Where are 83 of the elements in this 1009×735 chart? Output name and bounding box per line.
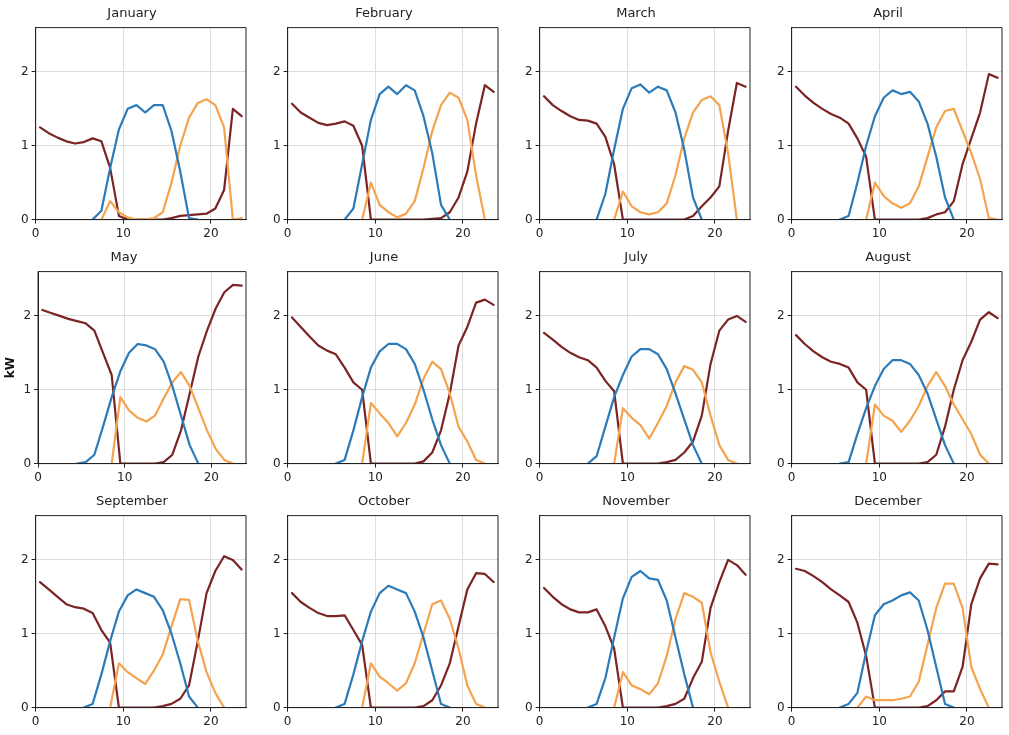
y-tick-label: 1 [20, 137, 29, 152]
x-tick-label: 0 [787, 469, 796, 484]
y-tick-label: 2 [272, 552, 281, 567]
y-tick-label: 1 [524, 137, 533, 152]
x-tick-label: 20 [203, 469, 219, 484]
x-tick-label: 0 [535, 713, 544, 728]
y-tick-label: 0 [272, 211, 281, 226]
y-tick-label: 2 [20, 552, 29, 567]
y-tick-label: 0 [524, 455, 533, 470]
x-tick-label: 10 [115, 713, 131, 728]
chart-title: June [368, 249, 399, 265]
y-tick-label: 2 [272, 308, 281, 323]
chart-title: July [623, 249, 648, 265]
x-tick-label: 10 [871, 713, 887, 728]
chart-title: February [355, 5, 414, 21]
y-tick-label: 1 [272, 137, 281, 152]
x-tick-label: 20 [455, 225, 471, 240]
x-tick-label: 0 [283, 225, 292, 240]
x-tick-label: 0 [787, 225, 796, 240]
y-tick-label: 0 [20, 699, 29, 714]
x-tick-label: 0 [283, 469, 292, 484]
x-tick-label: 10 [619, 713, 635, 728]
x-tick-label: 10 [117, 469, 133, 484]
x-tick-label: 10 [367, 469, 383, 484]
y-tick-label: 2 [524, 64, 533, 79]
y-tick-label: 0 [20, 211, 29, 226]
y-tick-label: 0 [524, 699, 533, 714]
chart-title: August [865, 249, 911, 265]
y-tick-label: 1 [20, 625, 29, 640]
y-tick-label: 1 [524, 381, 533, 396]
chart-title: September [96, 493, 169, 509]
chart-title: May [110, 249, 138, 265]
x-tick-label: 20 [203, 713, 219, 728]
x-tick-label: 20 [455, 713, 471, 728]
x-tick-label: 20 [959, 469, 975, 484]
y-tick-label: 0 [23, 455, 32, 470]
y-tick-label: 1 [272, 625, 281, 640]
y-tick-label: 2 [23, 308, 32, 323]
y-tick-label: 2 [524, 308, 533, 323]
chart-title: April [873, 5, 903, 21]
chart-title: January [106, 5, 157, 21]
y-tick-label: 1 [776, 137, 785, 152]
x-tick-label: 0 [283, 713, 292, 728]
y-tick-label: 1 [776, 381, 785, 396]
x-tick-label: 10 [367, 225, 383, 240]
x-tick-label: 10 [619, 469, 635, 484]
y-tick-label: 0 [776, 211, 785, 226]
x-tick-label: 0 [787, 713, 796, 728]
chart-title: November [602, 493, 671, 509]
x-tick-label: 20 [203, 225, 219, 240]
y-tick-label: 1 [272, 381, 281, 396]
y-tick-label: 0 [776, 455, 785, 470]
x-tick-label: 10 [367, 713, 383, 728]
y-tick-label: 1 [23, 381, 32, 396]
y-tick-label: 2 [776, 64, 785, 79]
y-tick-label: 2 [776, 308, 785, 323]
y-tick-label: 2 [524, 552, 533, 567]
y-tick-label: 2 [776, 552, 785, 567]
x-tick-label: 20 [707, 713, 723, 728]
y-tick-label: 2 [272, 64, 281, 79]
x-tick-label: 20 [455, 469, 471, 484]
y-tick-label: 2 [20, 64, 29, 79]
x-tick-label: 0 [34, 469, 42, 484]
chart-title: March [616, 5, 656, 21]
y-tick-label: 0 [524, 211, 533, 226]
x-tick-label: 10 [115, 225, 131, 240]
x-tick-label: 10 [619, 225, 635, 240]
chart-title: December [854, 493, 923, 509]
y-axis-title: kW [3, 356, 18, 379]
y-tick-label: 1 [776, 625, 785, 640]
x-tick-label: 10 [871, 225, 887, 240]
x-tick-label: 0 [535, 469, 544, 484]
x-tick-label: 20 [959, 713, 975, 728]
y-tick-label: 0 [272, 699, 281, 714]
y-tick-label: 0 [776, 699, 785, 714]
y-tick-label: 1 [524, 625, 533, 640]
x-tick-label: 20 [959, 225, 975, 240]
y-tick-label: 0 [272, 455, 281, 470]
x-tick-label: 0 [535, 225, 544, 240]
x-tick-label: 20 [707, 225, 723, 240]
x-tick-label: 20 [707, 469, 723, 484]
chart-title: October [357, 493, 411, 509]
x-tick-label: 10 [871, 469, 887, 484]
